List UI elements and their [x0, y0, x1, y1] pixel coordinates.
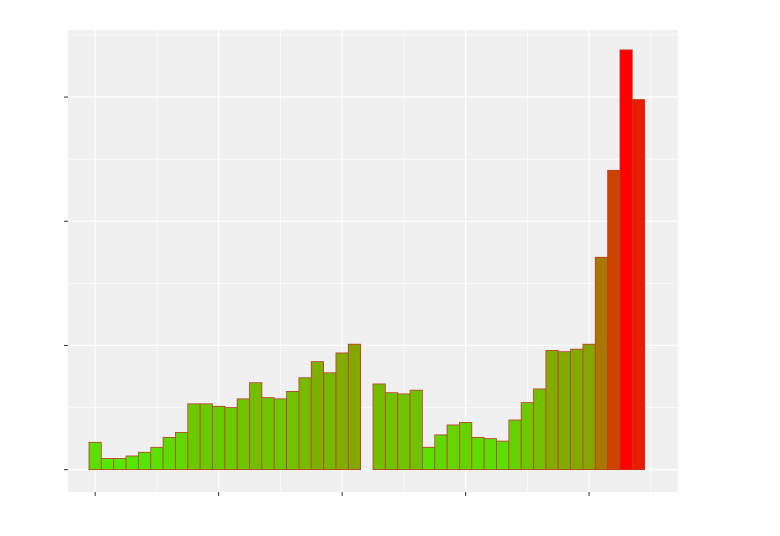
bar	[372, 383, 386, 471]
bar	[384, 392, 399, 471]
bars	[88, 49, 646, 471]
bar	[261, 397, 275, 471]
bar	[150, 446, 164, 471]
bar	[175, 431, 189, 471]
bar	[249, 382, 263, 471]
bar	[557, 351, 571, 471]
bar	[88, 441, 102, 471]
bar	[273, 398, 287, 471]
bar	[286, 391, 300, 471]
bar	[236, 398, 250, 471]
bar	[125, 455, 139, 471]
bar	[335, 352, 349, 471]
bar	[631, 99, 646, 471]
bar	[582, 343, 596, 471]
axis-ticks	[64, 96, 590, 496]
bar	[310, 361, 325, 471]
bar	[533, 388, 547, 471]
bar	[471, 436, 485, 471]
bar	[224, 407, 238, 471]
bar	[545, 350, 559, 471]
bar	[421, 446, 436, 471]
bar	[397, 393, 411, 471]
bar	[137, 451, 152, 471]
bar	[323, 372, 337, 471]
bar	[212, 405, 226, 471]
bar	[162, 436, 176, 471]
bar	[347, 343, 362, 471]
bar	[508, 419, 522, 471]
bar	[434, 434, 448, 471]
bar	[409, 389, 423, 471]
bar	[113, 458, 127, 471]
bar	[594, 256, 609, 471]
bar	[459, 422, 473, 471]
bar	[607, 169, 621, 471]
bar	[619, 49, 633, 471]
bar	[446, 424, 460, 471]
bar	[199, 403, 213, 471]
bar	[187, 403, 201, 471]
bar	[483, 438, 497, 471]
bar	[100, 458, 115, 471]
bar	[520, 402, 534, 471]
bar	[298, 377, 312, 471]
bar	[496, 440, 510, 471]
bar	[570, 348, 584, 471]
